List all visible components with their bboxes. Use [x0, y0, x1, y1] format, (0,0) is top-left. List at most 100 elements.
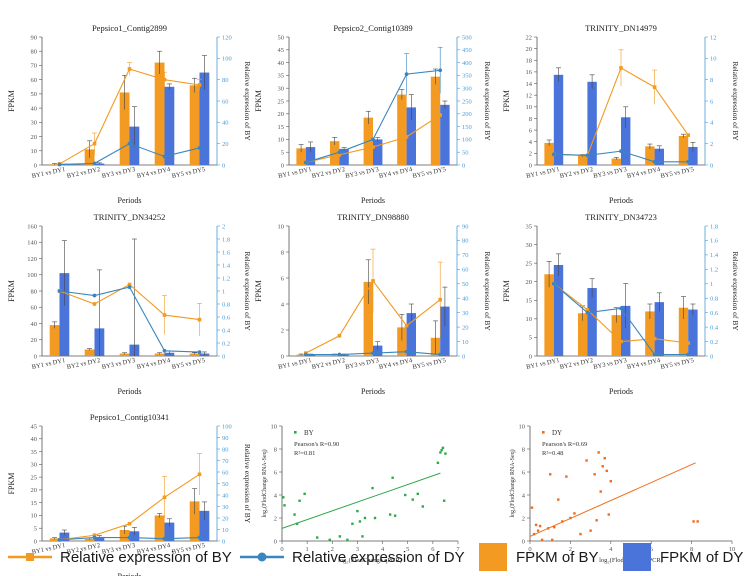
- x-tick-label: BY4 vs DY4: [378, 166, 413, 180]
- legend-swatch-box: [623, 543, 651, 571]
- y-tick-label: 2: [529, 151, 532, 158]
- y-tick-label: 30: [278, 86, 285, 93]
- rel-expr-dy-point: [686, 159, 691, 164]
- x-tick-label: BY4 vs DY4: [136, 166, 171, 180]
- bar-fpkm-by: [397, 94, 407, 165]
- rel-expr-dy-point: [438, 68, 443, 73]
- scatter-point: [573, 512, 576, 515]
- y2-tick-label: 50: [222, 481, 229, 488]
- scatter-point: [328, 538, 331, 542]
- y2-tick-label: 6: [710, 98, 714, 105]
- y-tick-label: 10: [278, 137, 285, 144]
- scatter-point: [530, 506, 534, 509]
- x-axis-label: Periods: [609, 387, 633, 396]
- y-tick-label: 20: [31, 337, 38, 344]
- y-tick-label: 45: [278, 47, 285, 54]
- y-tick-label: 0: [281, 353, 284, 360]
- y-tick-label: 2: [281, 327, 284, 334]
- bar-fpkm-by: [397, 327, 407, 356]
- x-tick-label: BY3 vs DY3: [593, 166, 628, 180]
- y-tick-label: 16: [526, 69, 533, 76]
- rel-expr-dy-point: [686, 352, 691, 357]
- y-tick-label: 80: [31, 288, 38, 295]
- y2-tick-label: 0: [710, 353, 713, 360]
- scatter-point: [416, 492, 419, 496]
- x-tick-label: 0: [528, 546, 531, 553]
- scatter-legend-marker: [542, 431, 545, 434]
- legend-label: FPKM of DY: [660, 548, 744, 566]
- chart-title: Pepsico1_Contig2899: [92, 23, 167, 33]
- y-tick-label: 4: [529, 139, 533, 146]
- bar-fpkm-dy: [621, 305, 631, 356]
- bar-fpkm-dy: [440, 306, 450, 356]
- bar-fpkm-dy: [94, 536, 105, 541]
- y-tick-label: 20: [278, 111, 285, 118]
- rel-expr-by-point: [197, 83, 202, 87]
- bar-fpkm-dy: [373, 345, 383, 356]
- rel-expr-dy-point: [127, 535, 132, 540]
- bar-fpkm-by: [611, 158, 621, 165]
- y-tick-label: 30: [31, 462, 38, 469]
- y-tick-label: 4: [281, 301, 285, 308]
- scatter-point: [546, 527, 550, 530]
- rel-expr-dy-point: [551, 152, 556, 157]
- bar-fpkm-dy: [621, 117, 631, 165]
- bar-fpkm-by: [363, 281, 373, 356]
- x-tick-label: BY4 vs DY4: [626, 357, 661, 371]
- y-tick-label: 5: [34, 526, 37, 533]
- rel-expr-dy-point: [162, 154, 167, 159]
- y2-tick-label: 1: [710, 281, 713, 288]
- scatter-point: [282, 496, 285, 499]
- y2-tick-label: 90: [462, 223, 469, 230]
- y2-tick-label: 1.6: [222, 249, 231, 256]
- rel-expr-dy-point: [619, 149, 623, 154]
- scatter-point: [373, 516, 377, 520]
- legend-item-fpkm-dy: FPKM of DY: [622, 540, 743, 574]
- scatter-point: [553, 526, 556, 529]
- y2-tick-label: 100: [462, 137, 472, 144]
- rel-expr-dy-point: [652, 352, 657, 357]
- y2-tick-label: 60: [462, 267, 469, 274]
- scatter-point: [293, 513, 296, 516]
- x-tick-label: BY5 vs DY5: [412, 357, 447, 371]
- y2-tick-label: 0.4: [222, 327, 231, 334]
- bar-fpkm-dy: [199, 72, 210, 165]
- rel-expr-dy-point: [162, 536, 167, 541]
- x-tick-label: BY2 vs DY2: [311, 357, 346, 371]
- x-tick-label: BY2 vs DY2: [66, 166, 101, 180]
- x-tick-label: BY5 vs DY5: [171, 357, 206, 371]
- scatter-r-squared: R²=0.81: [294, 450, 315, 457]
- bar-fpkm-by: [645, 146, 655, 165]
- y-tick-label: 20: [526, 46, 533, 53]
- scatter-point: [303, 492, 306, 496]
- y2-tick-label: 30: [462, 310, 469, 317]
- scatter-point: [421, 505, 424, 508]
- y2-tick-label: 80: [222, 77, 229, 84]
- rel-expr-by-point: [197, 472, 202, 477]
- y-tick-label: 20: [31, 134, 38, 141]
- x-tick-label: 10: [729, 546, 736, 553]
- scatter-point: [557, 498, 560, 501]
- legend-item-fpkm-by: FPKM of BY: [478, 540, 599, 574]
- legend-item-relative-expression-by: Relative expression of BY: [8, 540, 232, 574]
- combo-chart-3: TRINITY_DN14979 0 2 4 6 8 10 12 14 16 18 20 22 0 2 4 6 8 1…: [502, 23, 740, 205]
- y-axis-label: FPKM: [502, 90, 511, 112]
- y-tick-label: 20: [526, 279, 533, 286]
- bar-fpkm-by: [544, 274, 554, 356]
- x-tick-label: BY2 vs DY2: [559, 166, 594, 180]
- rel-expr-dy-point: [371, 351, 375, 356]
- y-tick-label: 10: [526, 104, 533, 111]
- bar-fpkm-by: [84, 538, 95, 541]
- scatter-point: [565, 475, 568, 478]
- rel-expr-dy-point: [303, 352, 308, 357]
- scatter-point: [692, 520, 695, 523]
- scatter-point: [607, 513, 610, 516]
- chart-title: TRINITY_DN34252: [94, 212, 166, 222]
- x-axis-label: Periods: [118, 387, 142, 396]
- bar-fpkm-dy: [553, 265, 564, 356]
- chart-title: TRINITY_DN14979: [585, 23, 657, 33]
- y2-tick-label: 40: [222, 120, 229, 127]
- x-tick-label: BY2 vs DY2: [559, 357, 594, 371]
- y-tick-label: 25: [526, 260, 533, 267]
- y-tick-label: 6: [274, 469, 278, 476]
